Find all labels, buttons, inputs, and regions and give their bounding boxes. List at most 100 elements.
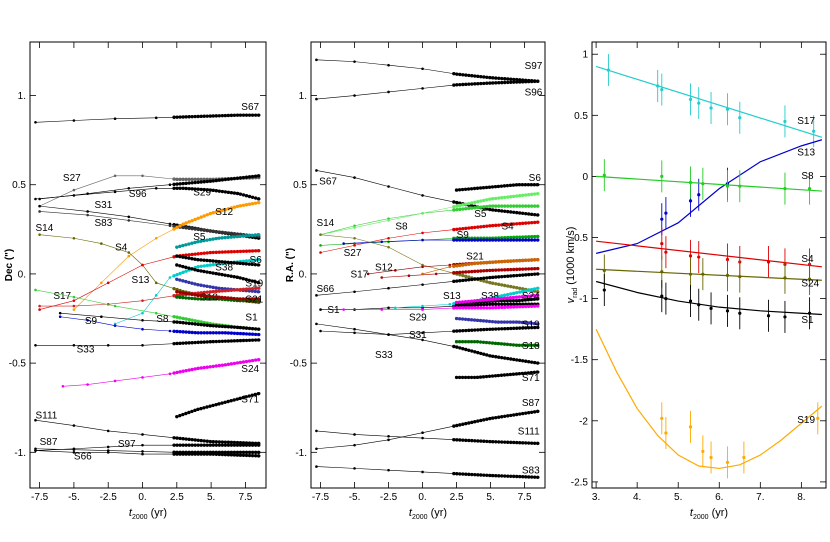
dense-point xyxy=(220,331,225,335)
dense-point xyxy=(479,205,483,209)
dense-point xyxy=(485,81,489,85)
dense-point xyxy=(529,441,534,445)
data-point xyxy=(660,88,664,92)
dense-point xyxy=(214,114,219,118)
dense-point xyxy=(515,273,519,278)
dense-point xyxy=(467,201,471,206)
dense-point xyxy=(526,411,531,415)
dense-point xyxy=(253,201,258,205)
y-tick-label: 0.5 xyxy=(574,111,588,122)
data-point xyxy=(701,272,705,276)
dense-point xyxy=(217,236,221,240)
data-point xyxy=(315,447,318,451)
dense-point xyxy=(526,326,531,330)
dense-point xyxy=(241,249,246,254)
data-point xyxy=(353,60,356,63)
dense-point xyxy=(457,375,462,380)
plot-frame xyxy=(310,41,546,489)
dense-point xyxy=(496,297,501,301)
dense-point xyxy=(512,235,516,240)
dense-point xyxy=(461,203,465,207)
dense-point xyxy=(532,297,537,301)
dense-point xyxy=(497,327,501,331)
dense-point xyxy=(205,443,209,447)
data-point xyxy=(380,308,384,311)
dense-point xyxy=(175,182,179,186)
dense-point xyxy=(181,341,185,345)
dense-point xyxy=(455,329,459,333)
dense-point xyxy=(494,223,498,228)
dense-point xyxy=(526,204,531,208)
dense-point xyxy=(199,293,203,298)
dense-point xyxy=(235,450,240,455)
dense-point xyxy=(517,211,522,215)
dense-point xyxy=(208,263,212,267)
dense-point xyxy=(232,450,237,455)
data-point xyxy=(353,327,356,331)
dense-point xyxy=(184,265,188,270)
dense-point xyxy=(247,453,252,458)
dense-point xyxy=(452,238,456,242)
dense-point xyxy=(520,371,525,376)
data-point xyxy=(366,272,370,276)
y-tick-label: -2 xyxy=(579,416,588,427)
dense-point xyxy=(178,278,182,282)
dense-point xyxy=(178,254,182,259)
dense-point xyxy=(250,453,255,458)
dense-point xyxy=(223,443,228,447)
dense-point xyxy=(199,264,203,268)
dense-point xyxy=(220,401,224,405)
dense-point xyxy=(526,267,531,271)
dense-point xyxy=(467,472,471,477)
data-point xyxy=(127,186,131,190)
dense-point xyxy=(223,113,228,118)
dense-point xyxy=(515,474,519,479)
dense-point xyxy=(202,439,206,443)
series-label: S29 xyxy=(409,312,427,323)
dense-point xyxy=(494,260,498,264)
dense-point xyxy=(517,80,522,84)
dense-point xyxy=(467,82,471,86)
dense-point xyxy=(515,358,519,362)
dense-point xyxy=(235,440,240,445)
dense-point xyxy=(506,204,510,208)
dense-point xyxy=(464,274,468,279)
dense-point xyxy=(491,327,495,331)
dense-point xyxy=(467,438,471,443)
dense-point xyxy=(505,298,510,303)
data-point xyxy=(38,304,41,308)
dense-point xyxy=(250,332,255,336)
dense-point xyxy=(503,80,507,85)
dense-point xyxy=(205,331,209,335)
dense-point xyxy=(535,441,540,446)
dense-point xyxy=(464,82,468,87)
dense-point xyxy=(512,267,516,272)
dense-point xyxy=(226,250,231,254)
dense-point xyxy=(512,194,516,199)
dense-point xyxy=(520,193,525,198)
dense-point xyxy=(235,191,240,196)
dense-point xyxy=(229,191,234,195)
y-tick-label: -1. xyxy=(295,448,307,459)
dense-point xyxy=(454,375,459,380)
dense-point xyxy=(535,286,540,291)
y-tick-label: -1 xyxy=(579,294,588,305)
dense-point xyxy=(454,188,459,192)
data-point xyxy=(353,467,356,470)
data-point xyxy=(387,236,390,240)
dense-point xyxy=(506,414,510,418)
dense-point xyxy=(244,175,249,179)
dense-point xyxy=(193,330,197,335)
data-point xyxy=(100,281,103,285)
dense-point xyxy=(253,196,258,200)
data-point xyxy=(701,449,705,453)
dense-point xyxy=(467,306,471,310)
dense-point xyxy=(515,222,519,226)
data-point xyxy=(660,416,664,420)
dense-point xyxy=(175,245,179,249)
dense-point xyxy=(184,443,188,447)
data-point xyxy=(353,443,356,447)
dense-point xyxy=(500,283,504,287)
data-point xyxy=(766,260,771,264)
dense-point xyxy=(520,211,525,216)
